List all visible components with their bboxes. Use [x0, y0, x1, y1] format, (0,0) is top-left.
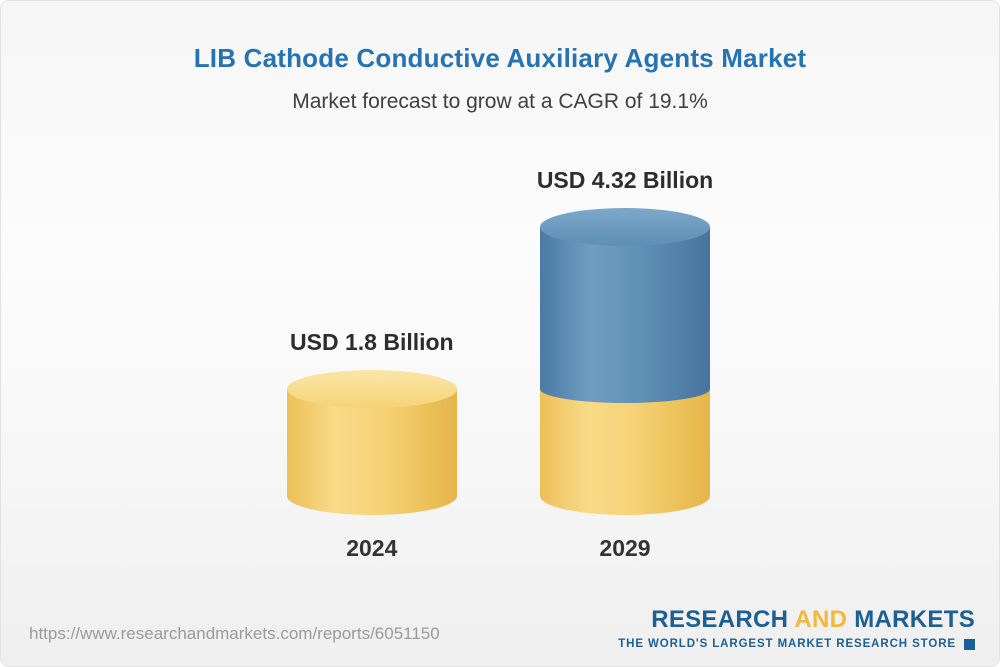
- value-label-2029: USD 4.32 Billion: [536, 166, 714, 193]
- footer: https://www.researchandmarkets.com/repor…: [29, 606, 975, 650]
- logo-word-research: RESEARCH: [651, 606, 789, 633]
- value-label-2024: USD 1.8 Billion: [290, 329, 454, 355]
- logo-tagline-row: THE WORLD'S LARGEST MARKET RESEARCH STOR…: [618, 638, 975, 650]
- logo-word-markets: MARKETS: [854, 606, 975, 633]
- bar-2024-cylinder-top: [286, 370, 457, 408]
- logo-word-and: AND: [794, 606, 848, 633]
- research-and-markets-logo: RESEARCH AND MARKETS THE WORLD'S LARGEST…: [618, 606, 975, 650]
- report-url: https://www.researchandmarkets.com/repor…: [29, 624, 440, 643]
- category-label-2029: 2029: [599, 535, 651, 561]
- logo-tagline: THE WORLD'S LARGEST MARKET RESEARCH STOR…: [618, 638, 956, 650]
- bar-column-2029: USD 4.32 Billion 2029: [537, 167, 713, 562]
- bar-2029: [540, 207, 710, 515]
- bar-2024-cylinder: [286, 370, 457, 515]
- bar-2029-cylinder-top: [540, 207, 710, 246]
- page-title: LIB Cathode Conductive Auxiliary Agents …: [193, 43, 807, 73]
- bar-2024: [286, 370, 457, 515]
- page-subtitle: Market forecast to grow at a CAGR of 19.…: [292, 90, 708, 113]
- bar-column-2024: USD 1.8 Billion 2024: [286, 329, 457, 562]
- bar-2029-growth-segment: [540, 207, 710, 403]
- logo-square-icon: [964, 638, 975, 650]
- bar-chart: USD 1.8 Billion 2024 USD 4.32 Billion 20…: [1, 167, 999, 562]
- bar-2029-base-segment: [540, 389, 710, 515]
- logo-wordmark: RESEARCH AND MARKETS: [618, 606, 975, 634]
- category-label-2024: 2024: [346, 535, 398, 561]
